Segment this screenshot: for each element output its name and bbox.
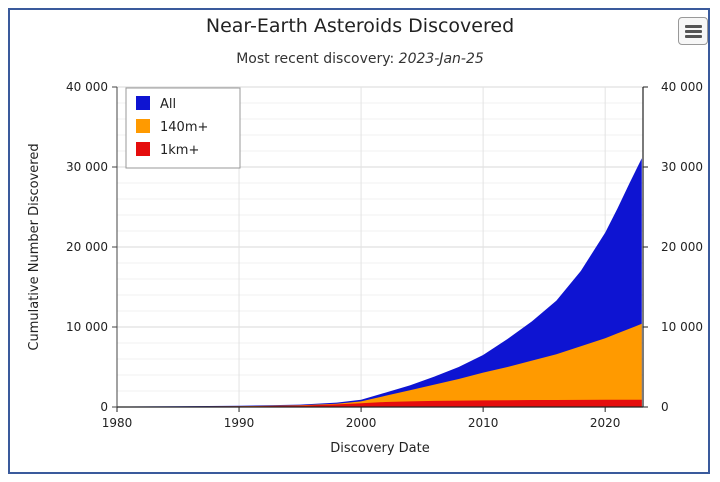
x-tick-label: 1980 bbox=[102, 416, 133, 430]
x-tick-label: 1990 bbox=[224, 416, 255, 430]
x-tick-label: 2000 bbox=[346, 416, 377, 430]
area-all[interactable] bbox=[117, 158, 642, 407]
left-y-tick-label: 10 000 bbox=[66, 320, 108, 334]
right-y-tick-label: 20 000 bbox=[661, 240, 703, 254]
right-y-tick-label: 40 000 bbox=[661, 80, 703, 94]
legend-swatch-140m[interactable] bbox=[136, 119, 150, 133]
subtitle-date: 2023-Jan-25 bbox=[398, 51, 484, 67]
left-y-tick-label: 30 000 bbox=[66, 160, 108, 174]
x-axis-title: Discovery Date bbox=[330, 441, 429, 456]
area-series bbox=[117, 158, 642, 407]
left-y-tick-label: 40 000 bbox=[66, 80, 108, 94]
subtitle-prefix: Most recent discovery: bbox=[236, 51, 399, 67]
y-axis-title: Cumulative Number Discovered bbox=[27, 143, 42, 350]
legend-label-all[interactable]: All bbox=[160, 97, 176, 112]
legend: All 140m+ 1km+ bbox=[125, 87, 241, 169]
legend-label-140m[interactable]: 140m+ bbox=[160, 120, 208, 135]
area-1km-[interactable] bbox=[117, 399, 642, 407]
legend-swatch-1km[interactable] bbox=[136, 142, 150, 156]
x-tick-label: 2010 bbox=[468, 416, 499, 430]
right-y-tick-label: 10 000 bbox=[661, 320, 703, 334]
legend-swatch-all[interactable] bbox=[136, 96, 150, 110]
area-140m-[interactable] bbox=[117, 323, 642, 407]
right-y-tick-label: 0 bbox=[661, 400, 669, 414]
axes bbox=[112, 86, 648, 412]
right-y-tick-label: 30 000 bbox=[661, 160, 703, 174]
left-y-tick-label: 0 bbox=[100, 400, 108, 414]
chart-subtitle: Most recent discovery: 2023-Jan-25 bbox=[0, 51, 720, 67]
legend-label-1km[interactable]: 1km+ bbox=[160, 143, 199, 158]
chart-menu-button[interactable] bbox=[678, 17, 708, 45]
x-tick-label: 2020 bbox=[590, 416, 621, 430]
left-y-tick-label: 20 000 bbox=[66, 240, 108, 254]
chart-title: Near-Earth Asteroids Discovered bbox=[205, 15, 515, 37]
tick-labels: 1980 1990 2000 2010 2020 0 0 10 000 10 000 20 000… bbox=[66, 80, 703, 430]
